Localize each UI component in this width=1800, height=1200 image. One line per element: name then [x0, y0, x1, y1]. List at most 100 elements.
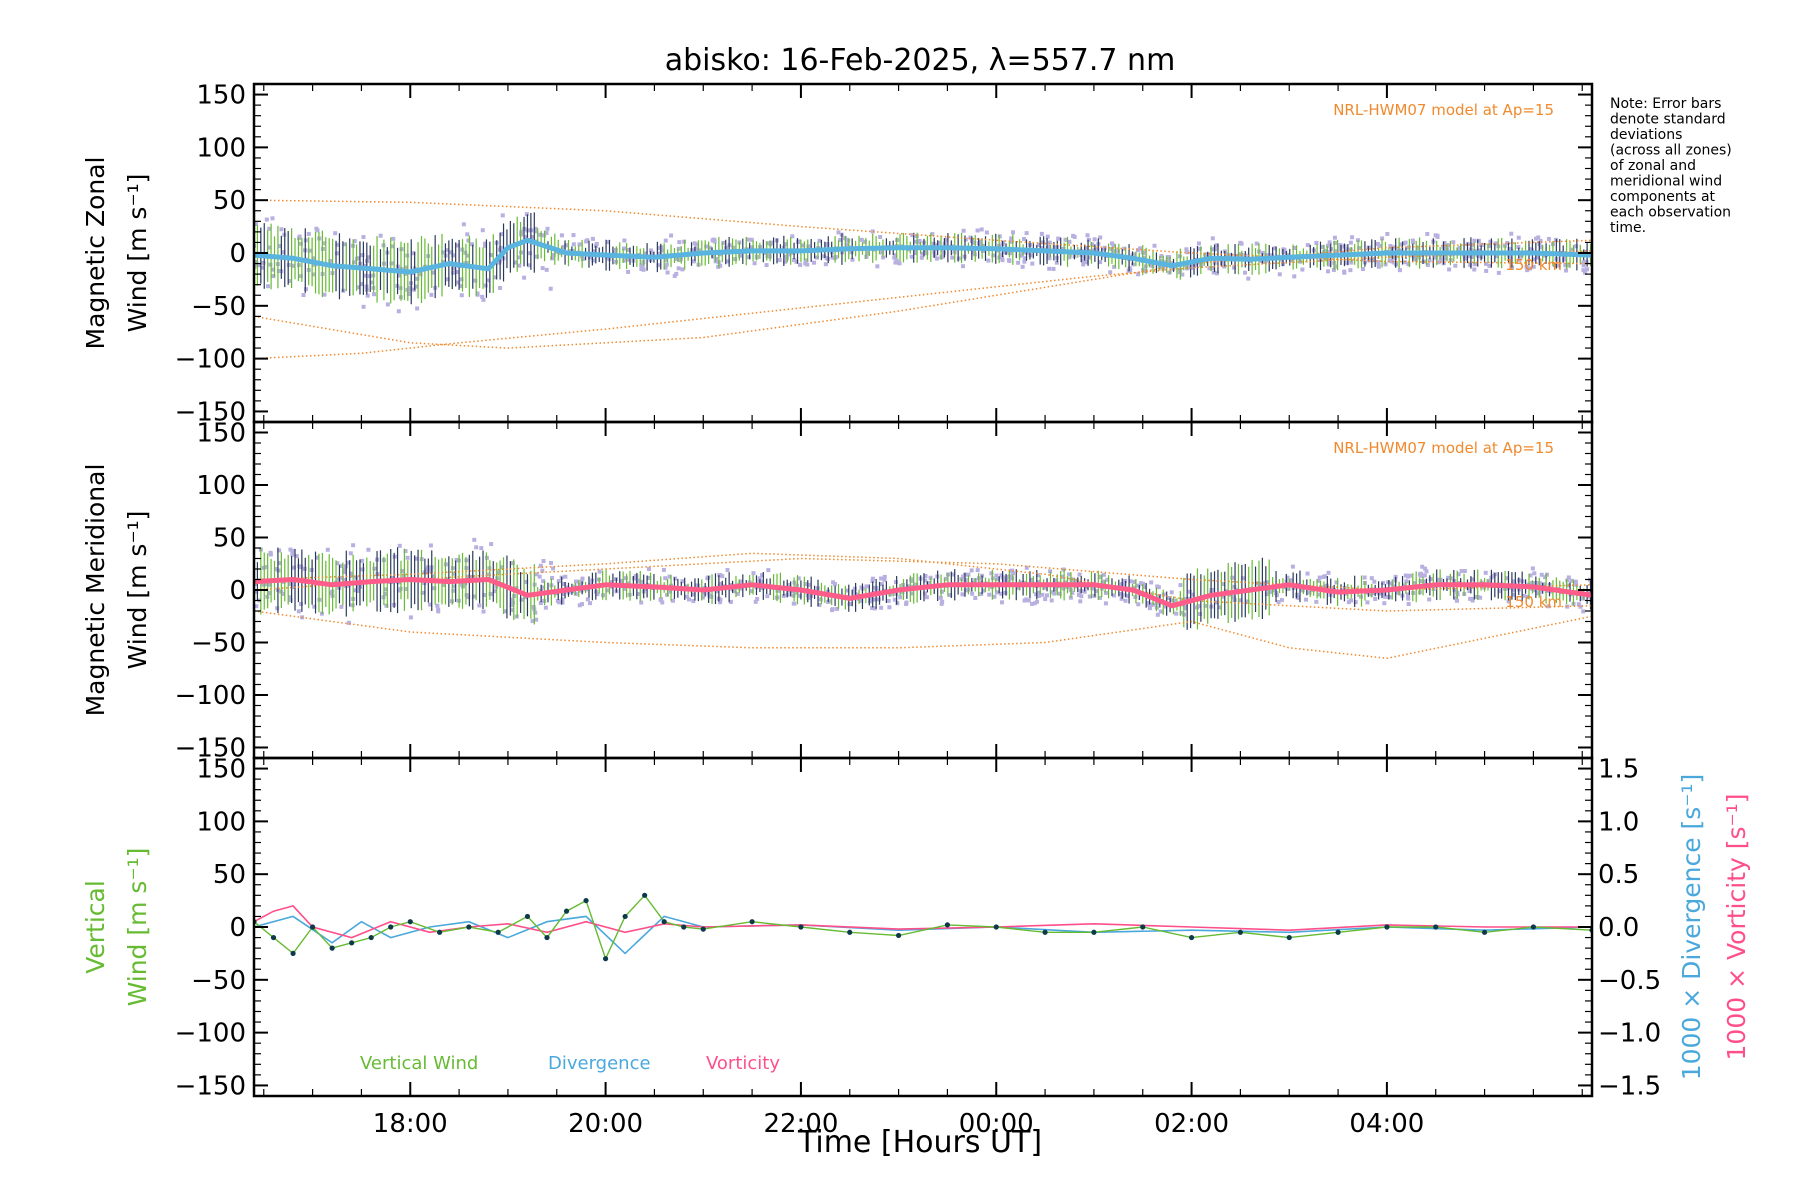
- zone-point: [466, 595, 471, 600]
- vertical-wind-point: [1530, 924, 1537, 930]
- zone-point: [966, 572, 971, 577]
- zone-point: [784, 242, 789, 247]
- zone-point: [298, 241, 303, 246]
- zone-point: [459, 293, 464, 298]
- zone-point: [1509, 231, 1514, 236]
- zone-point: [424, 569, 429, 574]
- zone-point: [1079, 594, 1084, 599]
- zone-point: [533, 226, 538, 231]
- zone-point: [835, 606, 840, 611]
- zone-point: [428, 543, 433, 548]
- zone-point: [845, 588, 850, 593]
- zone-point: [1476, 238, 1481, 243]
- zone-point: [639, 600, 644, 605]
- model-height-label: 150 km: [1505, 593, 1562, 611]
- zone-point: [451, 588, 456, 593]
- y-axis-label-line: Vertical: [81, 880, 110, 974]
- zone-point: [898, 595, 903, 600]
- note-line: each observation: [1610, 205, 1731, 221]
- zone-point: [1427, 597, 1432, 602]
- zone-point: [1155, 612, 1160, 617]
- zone-point: [413, 556, 418, 561]
- zone-point: [750, 245, 755, 250]
- y-axis-label-line: Wind [m s⁻¹]: [123, 511, 152, 670]
- zone-point: [595, 592, 600, 597]
- zone-point: [989, 571, 994, 576]
- zone-point: [1016, 260, 1021, 265]
- zone-point: [725, 259, 730, 264]
- zone-point: [1100, 581, 1105, 586]
- zone-point: [440, 259, 445, 264]
- zone-point: [818, 597, 823, 602]
- zone-point: [1061, 586, 1066, 591]
- zone-point: [751, 571, 756, 576]
- zone-point: [445, 277, 450, 282]
- zone-point: [1316, 578, 1321, 583]
- zone-point: [956, 256, 961, 261]
- vertical-wind-point: [495, 929, 501, 935]
- zone-point: [910, 591, 915, 596]
- zone-point: [1581, 268, 1586, 273]
- zone-point: [287, 279, 292, 284]
- zone-point: [665, 270, 670, 275]
- zone-point: [534, 254, 539, 259]
- zone-point: [738, 579, 743, 584]
- x-tick-label: 22:00: [763, 1109, 838, 1139]
- zone-point: [647, 575, 652, 580]
- zone-point: [267, 591, 272, 596]
- zone-point: [441, 583, 446, 588]
- zone-point: [1095, 247, 1100, 252]
- zone-point: [924, 595, 929, 600]
- zone-point: [783, 259, 788, 264]
- vertical-wind-point: [847, 929, 853, 935]
- zone-point: [822, 254, 827, 259]
- y-tick-label: −100: [175, 1019, 246, 1049]
- zone-point: [1268, 589, 1273, 594]
- zone-point: [580, 257, 585, 262]
- zone-point: [482, 241, 487, 246]
- zone-point: [1392, 245, 1397, 250]
- zone-point: [496, 570, 501, 575]
- zone-point: [872, 585, 877, 590]
- zone-point: [543, 605, 548, 610]
- zone-point: [276, 269, 281, 274]
- zone-point: [914, 582, 919, 587]
- zone-point: [1103, 601, 1108, 606]
- zone-point: [1090, 586, 1095, 591]
- zone-point: [482, 592, 487, 597]
- zone-point: [342, 578, 347, 583]
- zone-point: [1326, 262, 1331, 267]
- zone-point: [1469, 597, 1474, 602]
- zone-point: [1305, 243, 1310, 248]
- zone-point: [1511, 579, 1516, 584]
- y-axis-label-line: Wind [m s⁻¹]: [123, 174, 152, 333]
- zone-point: [254, 221, 259, 226]
- zone-point: [559, 233, 564, 238]
- zone-point: [1008, 239, 1013, 244]
- zone-point: [806, 595, 811, 600]
- zone-point: [341, 569, 346, 574]
- zone-point: [1565, 578, 1570, 583]
- zone-point: [1314, 599, 1319, 604]
- zone-point: [1086, 237, 1091, 242]
- zone-point: [852, 588, 857, 593]
- zone-point: [1546, 236, 1551, 241]
- zone-point: [1210, 236, 1215, 241]
- zone-point: [731, 245, 736, 250]
- zone-point: [481, 609, 486, 614]
- zone-point: [1534, 255, 1539, 260]
- zone-point: [534, 617, 539, 622]
- zone-point: [519, 597, 524, 602]
- zone-point: [296, 609, 301, 614]
- zone-point: [560, 600, 565, 605]
- zone-point: [264, 217, 269, 222]
- zone-point: [694, 242, 699, 247]
- zone-point: [1016, 585, 1021, 590]
- zone-point: [1210, 265, 1215, 270]
- zone-point: [465, 232, 470, 237]
- zone-point: [1109, 241, 1114, 246]
- y-tick-label: −150: [175, 1071, 246, 1101]
- zone-point: [1276, 600, 1281, 605]
- zone-point: [765, 241, 770, 246]
